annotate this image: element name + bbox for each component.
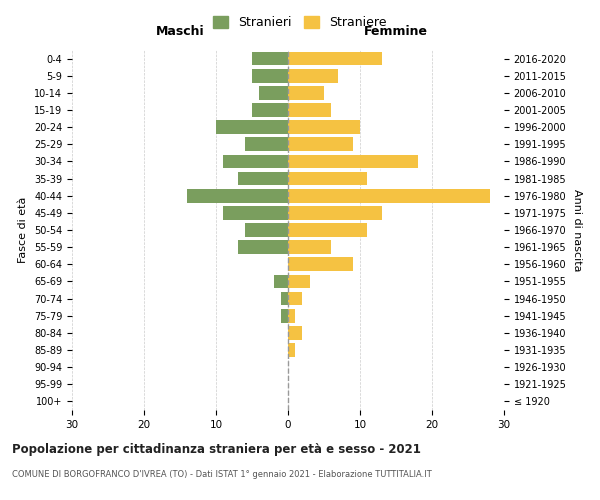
Text: Popolazione per cittadinanza straniera per età e sesso - 2021: Popolazione per cittadinanza straniera p… xyxy=(12,442,421,456)
Bar xyxy=(288,154,418,168)
Bar xyxy=(223,206,288,220)
Bar xyxy=(245,138,288,151)
Bar xyxy=(288,326,302,340)
Bar xyxy=(288,343,295,357)
Bar xyxy=(274,274,288,288)
Bar xyxy=(288,69,338,82)
Bar xyxy=(288,274,310,288)
Bar xyxy=(288,240,331,254)
Bar xyxy=(281,292,288,306)
Bar xyxy=(288,206,382,220)
Bar xyxy=(238,172,288,185)
Y-axis label: Fasce di età: Fasce di età xyxy=(19,197,28,263)
Text: Femmine: Femmine xyxy=(364,25,428,38)
Bar xyxy=(223,154,288,168)
Bar xyxy=(216,120,288,134)
Bar xyxy=(288,138,353,151)
Bar xyxy=(288,172,367,185)
Bar xyxy=(288,292,302,306)
Bar xyxy=(252,103,288,117)
Bar xyxy=(288,258,353,271)
Bar xyxy=(288,189,490,202)
Bar xyxy=(288,103,331,117)
Legend: Stranieri, Straniere: Stranieri, Straniere xyxy=(208,11,392,34)
Y-axis label: Anni di nascita: Anni di nascita xyxy=(572,188,582,271)
Bar xyxy=(288,223,367,237)
Bar xyxy=(238,240,288,254)
Bar xyxy=(187,189,288,202)
Bar xyxy=(288,86,324,100)
Text: Maschi: Maschi xyxy=(155,25,205,38)
Bar xyxy=(288,309,295,322)
Bar xyxy=(245,223,288,237)
Bar xyxy=(252,52,288,66)
Bar xyxy=(288,52,382,66)
Bar xyxy=(288,120,360,134)
Bar xyxy=(252,69,288,82)
Bar xyxy=(259,86,288,100)
Text: COMUNE DI BORGOFRANCO D'IVREA (TO) - Dati ISTAT 1° gennaio 2021 - Elaborazione T: COMUNE DI BORGOFRANCO D'IVREA (TO) - Dat… xyxy=(12,470,432,479)
Bar xyxy=(281,309,288,322)
